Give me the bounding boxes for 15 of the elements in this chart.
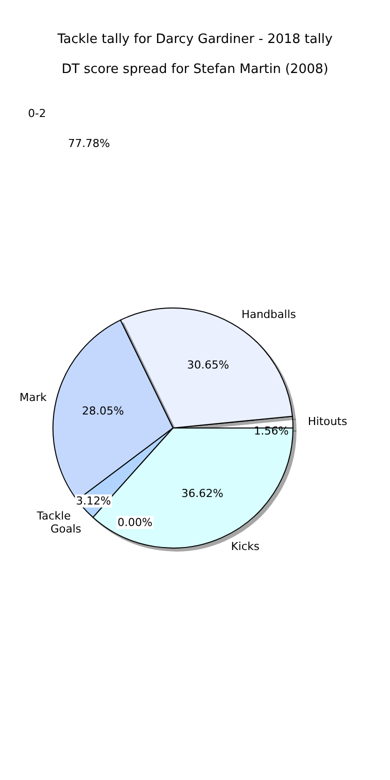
data-label: 3.12% (76, 494, 111, 508)
slice-label: Mark (19, 391, 48, 404)
slice-label: Hitouts (308, 415, 348, 428)
chart-title: Tackle tally for Darcy Gardiner - 2018 tally (56, 32, 333, 47)
text: 0.00% (117, 516, 152, 529)
data-label: 36.62% (181, 487, 224, 500)
category-label: Goals (50, 522, 82, 536)
data-label: 30.65% (187, 358, 230, 372)
chart-subtitle: DT score spread for Stefan Martin (2008) (62, 62, 328, 77)
slice-label: Kicks (231, 540, 260, 554)
text: 0-2 (28, 107, 46, 120)
slice-label: Tackle (36, 509, 71, 522)
slice-label: Handballs (241, 308, 296, 322)
text: 77.78% (68, 137, 110, 150)
data-label: 28.05% (82, 404, 124, 418)
